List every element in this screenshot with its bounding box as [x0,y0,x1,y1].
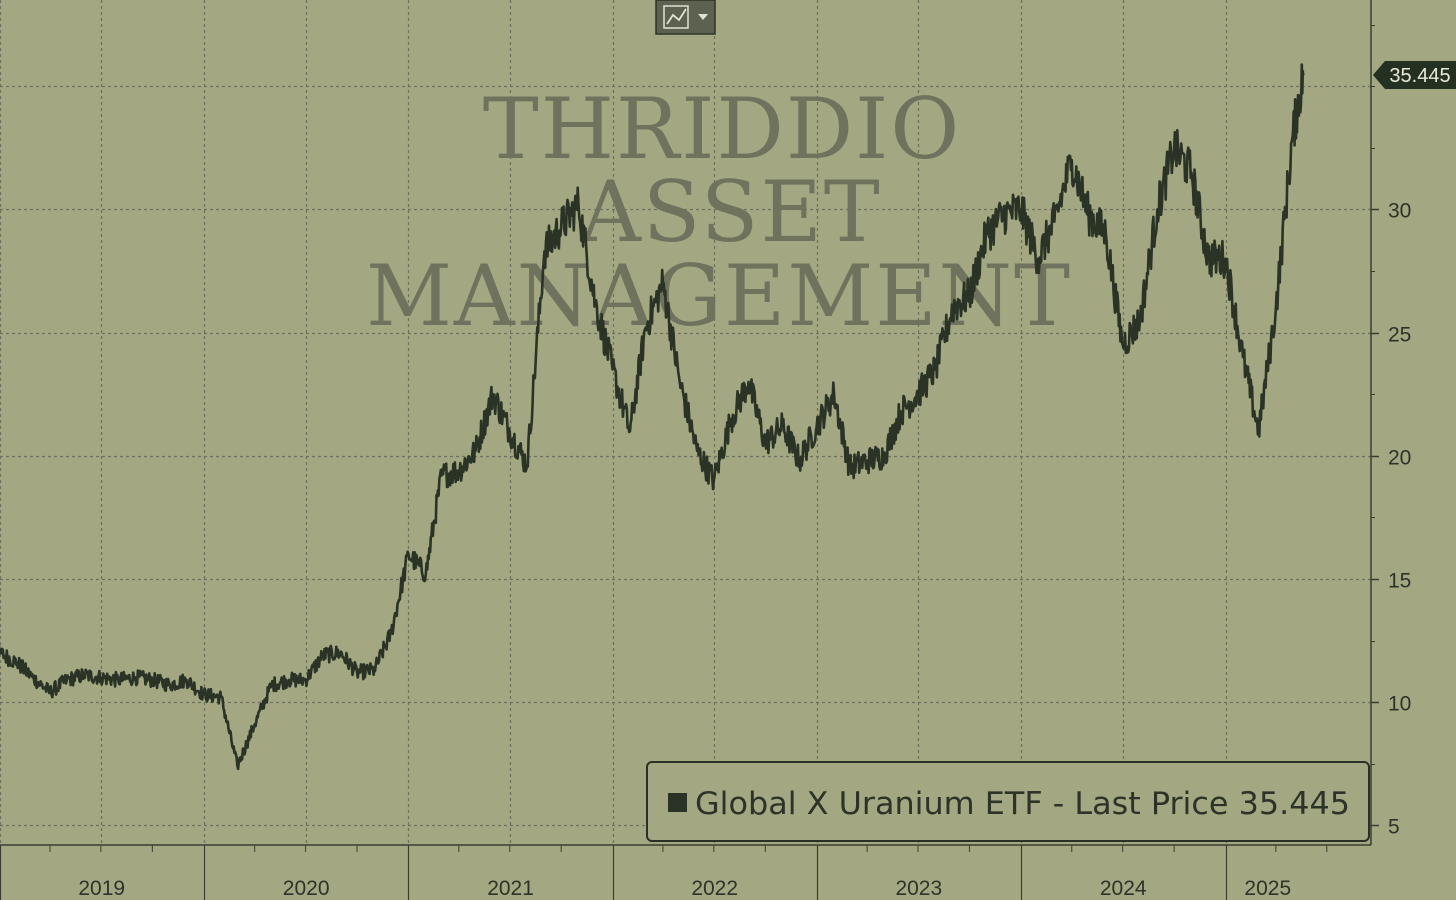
y-tick-label-30: 30 [1388,200,1411,223]
line-chart-icon [663,5,689,29]
y-tick-label-10: 10 [1388,693,1411,716]
x-tick-label-2023: 2023 [895,877,942,900]
x-axis-ticks: 2019 2020 2021 2022 2023 2024 2025 [0,845,1328,900]
y-tick-label-25: 25 [1388,324,1411,347]
x-tick-label-2021: 2021 [487,877,534,900]
line-chart-icon-stroke [666,8,687,25]
last-price-tag-shape [1373,61,1456,89]
y-tick-label-5: 5 [1388,816,1400,839]
caret-down-icon[interactable] [698,14,708,20]
y-tick-label-15: 15 [1388,570,1411,593]
watermark: THRIDDIO ASSET MANAGEMENT [366,80,1072,345]
x-tick-label-2025: 2025 [1244,877,1291,900]
legend-swatch [668,793,687,812]
last-price-tag-text: 35.445 [1389,65,1450,87]
legend-label: Global X Uranium ETF - Last Price 35.445 [695,786,1350,822]
watermark-line-3: MANAGEMENT [366,247,1072,345]
x-tick-label-2022: 2022 [691,877,738,900]
watermark-line-2: ASSET [579,163,882,261]
x-tick-label-2024: 2024 [1100,877,1147,900]
y-axis-ticks: 5 10 15 20 25 30 [1371,25,1411,839]
vertical-gridlines [0,0,1228,845]
legend: Global X Uranium ETF - Last Price 35.445 [646,761,1370,842]
series-line-global-x-uranium-etf [0,63,1305,771]
chart-type-button-frame[interactable] [655,0,716,35]
x-tick-label-2019: 2019 [78,877,125,900]
y-tick-label-20: 20 [1388,447,1411,470]
watermark-line-1: THRIDDIO [483,80,961,178]
last-price-tag: 35.445 [1373,61,1456,89]
line-chart-icon-frame [663,5,689,29]
x-tick-label-2020: 2020 [283,877,330,900]
chart-type-button[interactable] [655,0,716,35]
legend-box [646,761,1370,842]
